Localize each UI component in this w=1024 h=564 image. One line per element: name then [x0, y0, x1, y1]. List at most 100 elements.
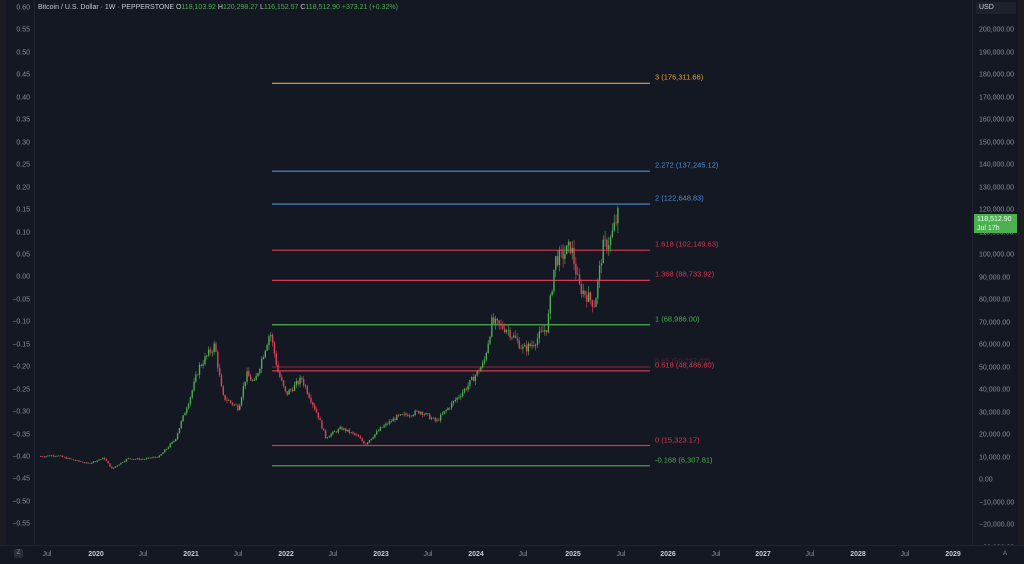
candle [447, 407, 449, 411]
percent-tick: −0.30 [12, 408, 30, 416]
candle [310, 397, 312, 403]
candle [452, 401, 455, 404]
candle [558, 249, 561, 266]
candle [562, 249, 564, 259]
currency-label[interactable]: USD [976, 2, 1016, 14]
candle [96, 460, 98, 462]
candle [105, 459, 108, 462]
candle [107, 461, 109, 464]
candle [116, 465, 119, 467]
candle [405, 413, 407, 415]
candle [308, 393, 310, 398]
candle [566, 245, 568, 255]
candle [94, 461, 97, 462]
candle [441, 413, 444, 415]
candle [606, 239, 608, 250]
candle [61, 455, 64, 457]
symbol-legend[interactable]: Bitcoin / U.S. Dollar · 1W · PEPPERSTONE… [38, 4, 398, 11]
candle [500, 323, 502, 325]
left-percent-axis[interactable]: 0.60 0.55 0.50 0.45 0.40 0.35 0.30 0.25 0.20 0.15… [6, 0, 35, 545]
candle [569, 241, 572, 254]
candle [575, 263, 577, 275]
candle [390, 421, 393, 422]
candle [555, 256, 557, 270]
candle [39, 456, 42, 457]
candle [47, 455, 49, 457]
candle [573, 247, 575, 264]
timezone-scale-button[interactable]: Z [14, 549, 23, 558]
candle [392, 418, 394, 422]
candle [538, 331, 541, 339]
candle [176, 433, 179, 439]
candle [377, 430, 380, 432]
candle [348, 429, 351, 433]
percent-tick: 0.40 [16, 94, 30, 102]
last-price-value: 118,512.90 [977, 216, 1012, 223]
candle [301, 377, 303, 380]
candle [70, 458, 73, 460]
candle [158, 455, 161, 458]
percent-tick: 0.45 [16, 71, 30, 79]
candle [59, 455, 62, 457]
candle [542, 330, 544, 332]
candle [319, 418, 321, 421]
candle [127, 458, 129, 460]
time-tick: 2026 [660, 551, 676, 558]
candle [361, 438, 363, 442]
candle [72, 459, 75, 461]
candle [288, 390, 290, 395]
percent-tick: −0.40 [12, 453, 30, 461]
candle [160, 454, 162, 456]
candle [534, 344, 537, 346]
candle [142, 459, 144, 460]
candle [593, 306, 595, 308]
candle [228, 400, 230, 402]
candle [282, 380, 285, 387]
candle [290, 389, 292, 391]
candle [421, 411, 424, 415]
candle [91, 462, 93, 464]
time-axis[interactable]: Jul 2020 Jul 2021 Jul 2022 Jul 2023 Jul 2024 Jul 20… [0, 545, 1024, 564]
candle [277, 364, 279, 373]
time-tick: Jul [138, 551, 148, 558]
candle [372, 437, 374, 439]
candle [270, 335, 272, 337]
candle [494, 318, 497, 324]
percent-tick: 0.10 [16, 229, 30, 236]
candle [196, 374, 199, 376]
chart-plot-area[interactable]: 3 (176,311.66) 2.272 (137,245.12) 2 (122,6… [34, 0, 972, 545]
right-gutter [1018, 0, 1024, 563]
candle [123, 461, 126, 463]
candle [456, 397, 458, 401]
candle [399, 414, 402, 416]
symbol-title: Bitcoin / U.S. Dollar · 1W · PEPPERSTONE [38, 4, 175, 11]
candle [259, 368, 261, 374]
fib-level-label: 1 (68,986.00) [655, 314, 700, 324]
candle [118, 464, 120, 466]
candle [376, 431, 378, 435]
candle [547, 313, 550, 333]
candle [350, 432, 352, 433]
candle [502, 324, 504, 329]
time-tick: 2022 [278, 551, 294, 558]
candle [312, 402, 314, 406]
candle [284, 386, 287, 392]
candle [524, 345, 526, 347]
candle [235, 404, 237, 406]
candle [237, 405, 239, 411]
time-tick: 2023 [373, 551, 389, 558]
candle [370, 438, 372, 441]
candle [397, 414, 400, 416]
candle [74, 460, 76, 461]
percent-tick: 0.60 [16, 4, 30, 12]
candle [520, 348, 522, 350]
price-axis[interactable]: 210,000.00200,000.00190,000.00180,000.00… [972, 0, 1019, 563]
candle [337, 429, 340, 433]
time-tick: 2024 [468, 551, 484, 558]
candle [478, 370, 480, 372]
auto-scale-button[interactable]: A [1003, 551, 1008, 557]
candle [187, 404, 190, 409]
fib-level-label: 3 (176,311.66) [655, 72, 704, 82]
candlestick-chart[interactable] [34, 0, 972, 545]
price-tick: 190,000.00 [979, 49, 1015, 56]
